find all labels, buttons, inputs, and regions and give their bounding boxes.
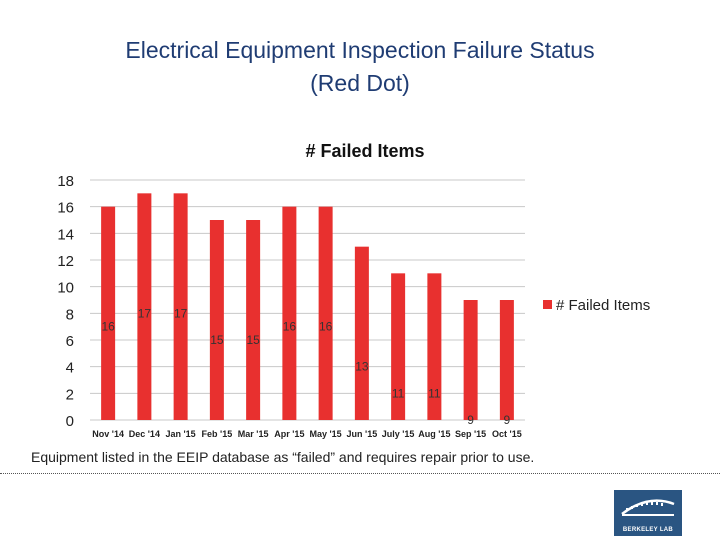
bar [463, 300, 478, 420]
chart-title: # Failed Items [305, 141, 424, 161]
x-tick-label: Sep '15 [455, 429, 486, 439]
x-tick-label: Feb '15 [202, 429, 233, 439]
x-tick-label: Oct '15 [492, 429, 522, 439]
x-tick-label: Jan '15 [166, 429, 196, 439]
y-axis-ticks: 0 2 4 6 8 10 12 14 16 18 [57, 173, 74, 430]
logo-text: BERKELEY LAB [622, 527, 674, 533]
bar-data-label: 17 [174, 306, 188, 320]
y-tick-label: 12 [57, 253, 74, 270]
bar-data-label: 16 [101, 320, 115, 334]
bar [137, 193, 152, 420]
bar [354, 246, 369, 420]
slide-title: Electrical Equipment Inspection Failure … [20, 34, 700, 100]
bar-data-label: 15 [246, 333, 260, 347]
bar [173, 193, 188, 420]
x-tick-label: Nov '14 [92, 429, 124, 439]
bar [282, 206, 297, 420]
y-tick-label: 0 [66, 413, 74, 430]
bar-data-label: 16 [283, 320, 297, 334]
bar [246, 220, 261, 420]
y-tick-label: 2 [66, 386, 74, 403]
bar-data-label: 9 [467, 413, 474, 427]
bar-data-label: 11 [392, 386, 405, 400]
bar-data-label: 16 [319, 320, 333, 334]
y-tick-label: 16 [57, 200, 74, 217]
bar-data-label: 11 [428, 386, 441, 400]
bar [391, 273, 406, 420]
legend: # Failed Items [543, 297, 650, 314]
x-tick-label: May '15 [310, 429, 342, 439]
y-tick-label: 10 [57, 280, 74, 297]
bars [101, 193, 514, 420]
x-tick-label: Dec '14 [129, 429, 160, 439]
bar [209, 220, 224, 420]
divider [0, 473, 720, 474]
bar [427, 273, 442, 420]
y-tick-label: 4 [66, 360, 74, 377]
y-tick-label: 6 [66, 333, 74, 350]
y-tick-label: 8 [66, 306, 74, 323]
slide-title-line-2: (Red Dot) [310, 70, 410, 96]
slide-title-line-1: Electrical Equipment Inspection Failure … [125, 37, 595, 63]
x-axis-ticks: Nov '14 Dec '14 Jan '15 Feb '15 Mar '15 Apr '… [92, 429, 521, 439]
x-tick-label: Mar '15 [238, 429, 269, 439]
bar [101, 206, 116, 420]
x-tick-label: July '15 [382, 429, 415, 439]
berkeley-lab-logo: BERKELEY LAB [614, 490, 682, 536]
data-labels: 16 17 17 15 15 16 16 13 11 11 9 9 [101, 306, 510, 427]
y-tick-label: 14 [57, 226, 74, 243]
bar-data-label: 15 [210, 333, 224, 347]
x-tick-label: Aug '15 [418, 429, 450, 439]
bar-data-label: 17 [138, 306, 152, 320]
caption: Equipment listed in the EEIP database as… [31, 449, 535, 465]
bar [318, 206, 333, 420]
bar-data-label: 9 [504, 413, 511, 427]
legend-swatch [543, 300, 552, 309]
bar [499, 300, 514, 420]
legend-label: # Failed Items [556, 297, 650, 314]
bar-data-label: 13 [355, 360, 369, 374]
x-tick-label: Jun '15 [347, 429, 378, 439]
y-tick-label: 18 [57, 173, 74, 190]
building-icon [621, 499, 675, 516]
x-tick-label: Apr '15 [274, 429, 304, 439]
gridlines [90, 179, 525, 421]
